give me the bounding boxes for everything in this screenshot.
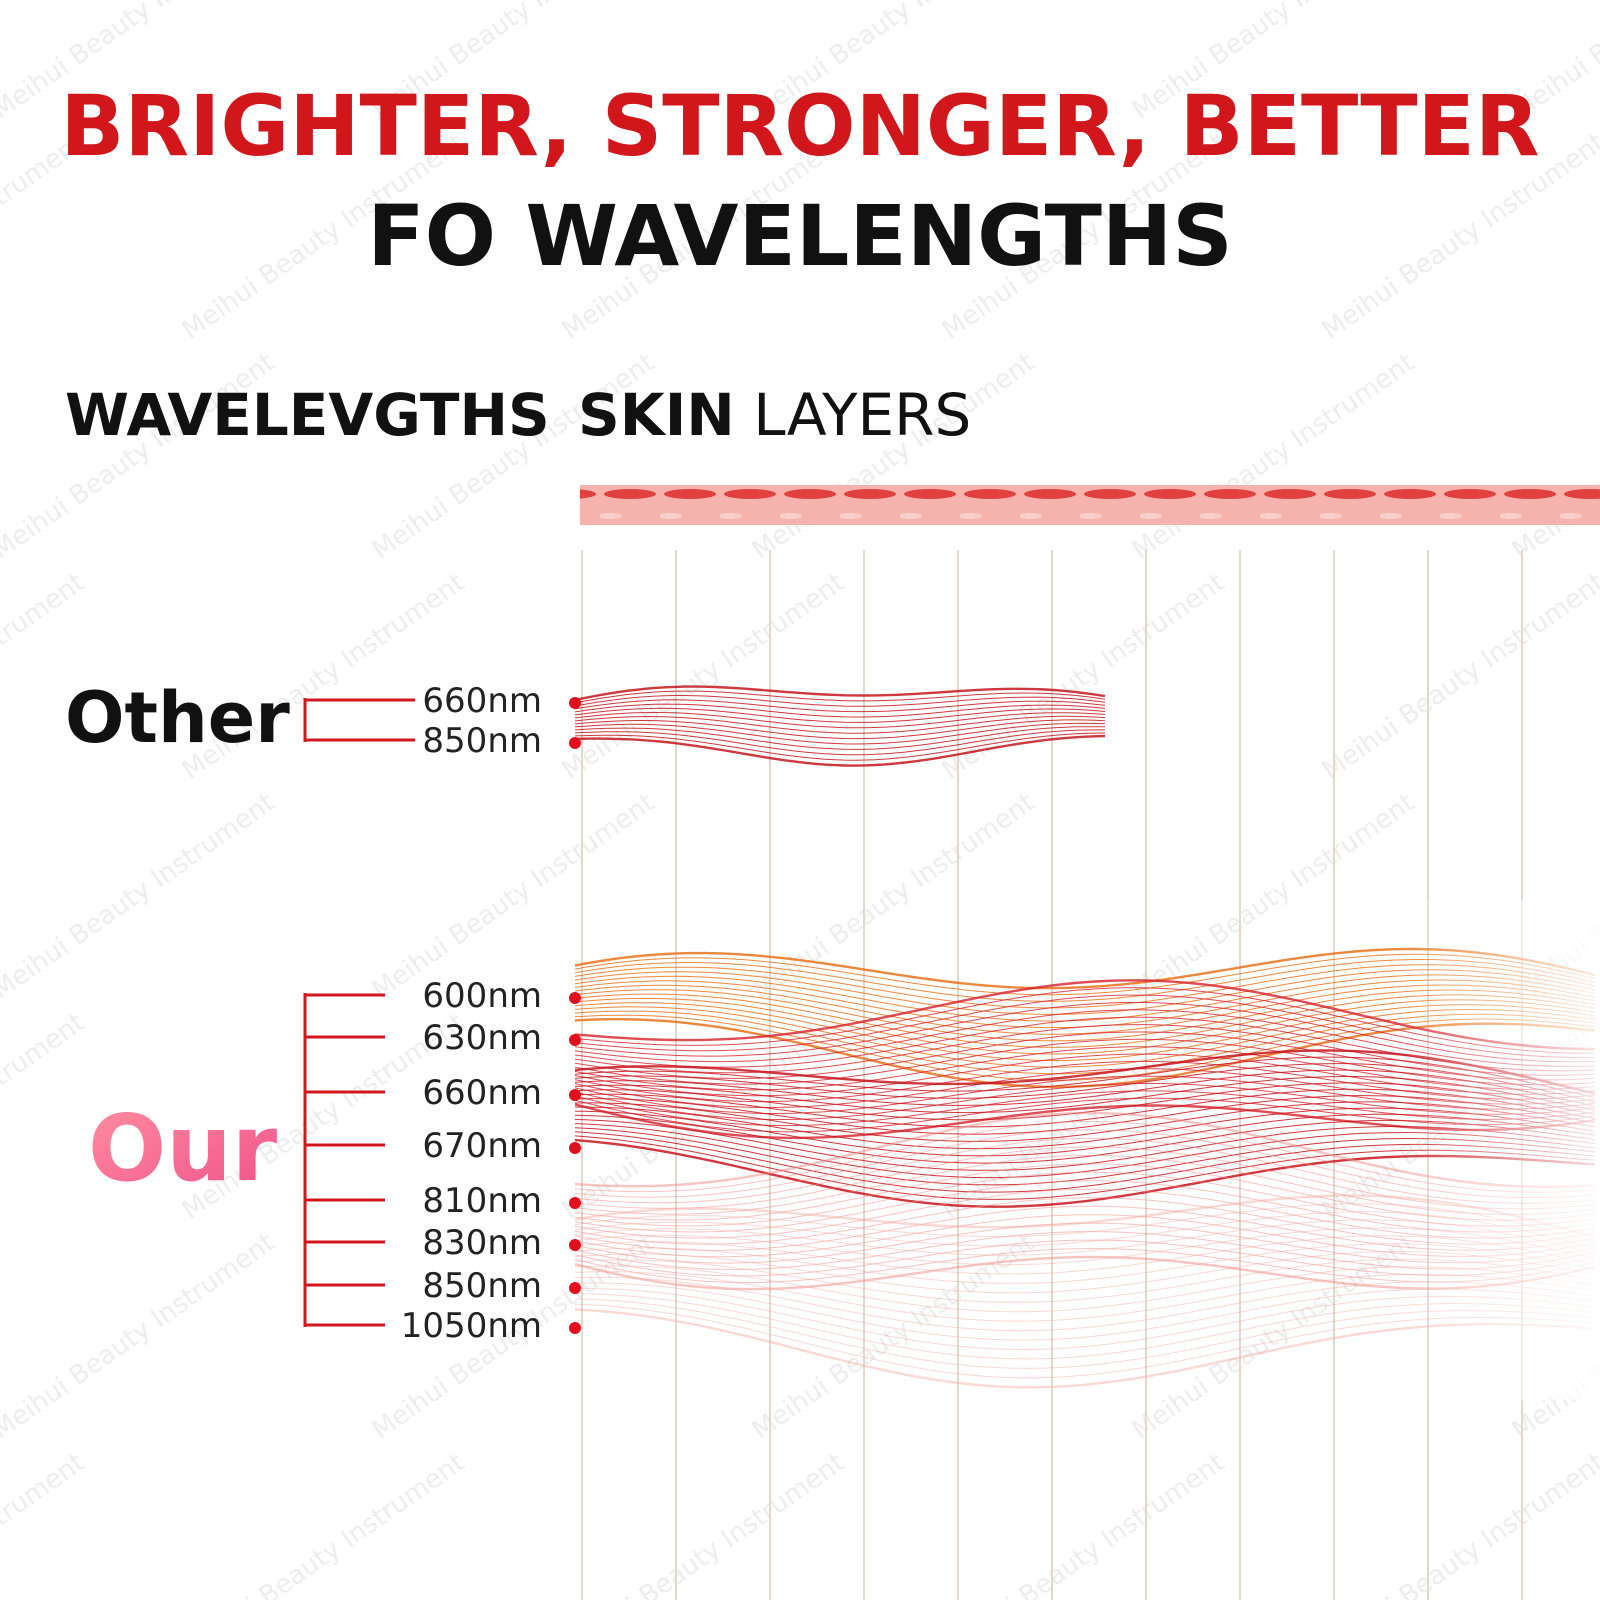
heading-skin: SKIN bbox=[578, 381, 735, 449]
wavelength-label: 830nm bbox=[422, 1223, 542, 1263]
wave bbox=[574, 715, 1106, 734]
wave bbox=[574, 703, 1106, 718]
watermark: Meihui Beauty Instrument bbox=[557, 1448, 850, 1600]
wavelength-dot bbox=[569, 1089, 581, 1101]
wave bbox=[574, 732, 1106, 761]
wavelength-label: 1050nm bbox=[401, 1306, 542, 1346]
wave bbox=[574, 690, 1106, 704]
watermark: Meihui Beauty Instrument bbox=[557, 568, 850, 786]
watermark: Meihui Beauty Instrument bbox=[937, 568, 1230, 786]
wavelength-dot bbox=[569, 1034, 581, 1046]
heading-wavelengths: WAVELEVGTHS bbox=[65, 381, 550, 449]
watermark: Meihui Beauty Instrument bbox=[0, 1448, 90, 1600]
wave bbox=[574, 729, 1105, 756]
wavelength-dot bbox=[569, 992, 581, 1004]
wavelength-label: 810nm bbox=[422, 1181, 542, 1221]
wave bbox=[574, 734, 1106, 767]
watermark: Meihui Beauty Instrument bbox=[0, 1008, 90, 1226]
wavelength-labels: 660nm850nm600nm630nm660nm670nm810nm830nm… bbox=[303, 681, 581, 1346]
wavelength-label: 670nm bbox=[422, 1126, 542, 1166]
wavelength-label: 660nm bbox=[422, 681, 542, 721]
watermark: Meihui Beauty Instrument bbox=[1317, 1448, 1600, 1600]
watermark: Meihui Beauty Instrument bbox=[0, 1228, 280, 1446]
wave bbox=[574, 707, 1106, 723]
wave bbox=[574, 726, 1106, 750]
group-our: Our bbox=[88, 1095, 278, 1202]
group-other: Other bbox=[65, 677, 290, 759]
wave bbox=[574, 722, 1106, 745]
watermark: Meihui Beauty Instrument bbox=[1127, 348, 1420, 566]
watermark: Meihui Beauty Instrument bbox=[937, 1448, 1230, 1600]
wave bbox=[574, 699, 1106, 713]
heading-skin-layers: SKIN LAYERS bbox=[578, 381, 971, 449]
wave bbox=[574, 719, 1106, 740]
wavelength-dot bbox=[569, 737, 581, 749]
skin-strip bbox=[580, 485, 1600, 525]
wave bbox=[574, 685, 1106, 702]
wavelength-dot bbox=[569, 697, 581, 709]
wavelength-label: 850nm bbox=[422, 1266, 542, 1306]
wavelength-dot bbox=[569, 1197, 581, 1209]
watermark: Meihui Beauty Instrument bbox=[1317, 568, 1600, 786]
watermark: Meihui Beauty Instrument bbox=[1507, 348, 1600, 566]
watermark: Meihui Beauty Instrument bbox=[177, 1448, 470, 1600]
wavelength-label: 600nm bbox=[422, 976, 542, 1016]
wavelength-dot bbox=[569, 1239, 581, 1251]
wavelength-label: 660nm bbox=[422, 1073, 542, 1113]
watermark: Meihui Beauty Instrument bbox=[0, 788, 280, 1006]
title-line2: FO WAVELENGTHS bbox=[367, 187, 1232, 285]
heading-layers: LAYERS bbox=[753, 381, 971, 449]
wavelength-label: 850nm bbox=[422, 721, 542, 761]
wave bbox=[574, 695, 1106, 707]
title-line1: BRIGHTER, STRONGER, BETTER bbox=[60, 77, 1539, 175]
wavelength-dot bbox=[569, 1282, 581, 1294]
wavelength-dot bbox=[569, 1322, 581, 1334]
wavelength-label: 630nm bbox=[422, 1018, 542, 1058]
wave bbox=[574, 711, 1106, 729]
fade bbox=[580, 900, 1600, 1400]
wavelength-dot bbox=[569, 1142, 581, 1154]
